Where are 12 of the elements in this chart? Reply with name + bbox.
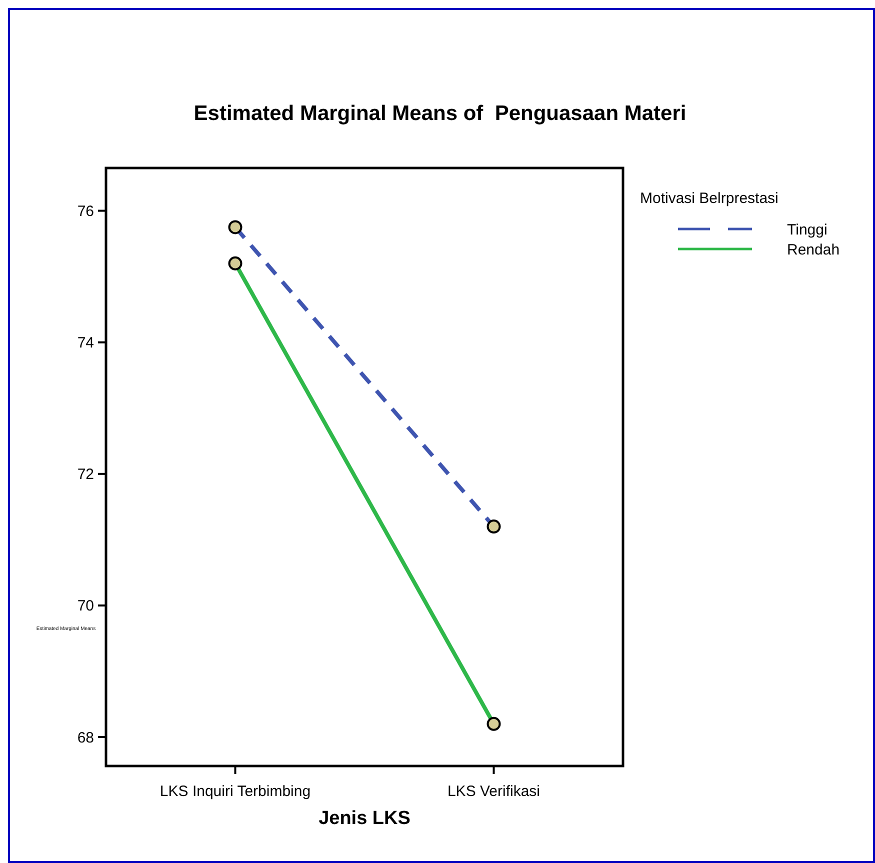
x-tick-label: LKS Verifikasi (447, 783, 540, 800)
x-tick-label: LKS Inquiri Terbimbing (160, 783, 311, 800)
y-tick-label: 76 (77, 203, 94, 220)
legend-label: Rendah (787, 241, 840, 258)
chart-title: Estimated Marginal Means of Penguasaan Materi (194, 102, 686, 125)
y-tick-label: 74 (77, 334, 94, 352)
y-tick-label: 68 (77, 729, 94, 746)
legend-title: Motivasi Belrprestasi (640, 190, 778, 207)
y-tick-label: 72 (77, 466, 94, 484)
legend-label: Tinggi (787, 221, 828, 238)
x-axis-title: Jenis LKS (318, 808, 410, 829)
y-tick-label: 70 (77, 598, 94, 615)
